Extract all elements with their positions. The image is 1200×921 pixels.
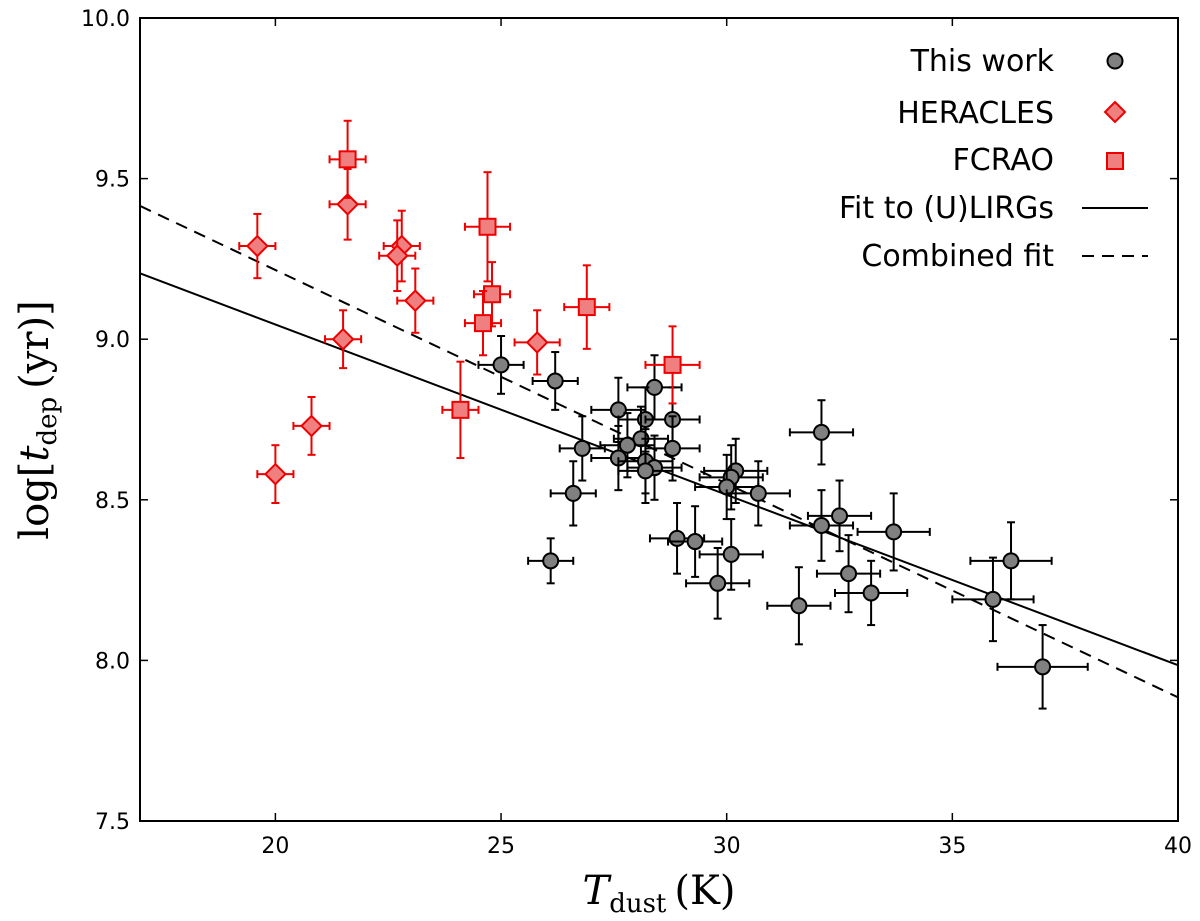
- legend-label-this-work: This work: [910, 44, 1055, 79]
- data-point: [385, 244, 409, 268]
- data-point: [331, 327, 355, 351]
- plot-frame: [139, 17, 1179, 822]
- data-point: [686, 533, 704, 551]
- y-axis-title: log[tdep (yr)]: [12, 300, 63, 539]
- x-tick-label: 40: [1164, 834, 1192, 859]
- data-point: [668, 529, 686, 547]
- data-point: [492, 356, 510, 374]
- data-point: [525, 330, 549, 354]
- data-point: [336, 192, 360, 216]
- x-tick-label: 20: [261, 834, 289, 859]
- legend-label-combined-fit: Combined fit: [861, 239, 1054, 274]
- legend-label-fit-ulirgs: Fit to (U)LIRGs: [839, 191, 1054, 226]
- data-point: [984, 590, 1002, 608]
- legend-label-heracles: HERACLES: [897, 96, 1054, 131]
- x-axis-title-sub: dust: [609, 889, 667, 919]
- data-point: [483, 285, 502, 304]
- data-point: [722, 545, 740, 563]
- data-point: [812, 516, 830, 534]
- data-point: [263, 462, 287, 486]
- data-point: [451, 400, 470, 419]
- legend-label-fcrao: FCRAO: [953, 143, 1054, 178]
- data-point: [546, 372, 564, 390]
- legend-marker-heracles: [1103, 100, 1127, 124]
- fit-lines-layer: [139, 204, 1179, 699]
- data-point: [338, 150, 357, 169]
- y-axis-title-main: t: [12, 445, 58, 462]
- y-tick-label: 8.5: [95, 489, 130, 514]
- data-point: [577, 298, 596, 317]
- data-point: [245, 234, 269, 258]
- x-axis-title: Tdust (K): [583, 868, 736, 919]
- x-tick-label: 30: [713, 834, 741, 859]
- data-point: [749, 484, 767, 502]
- y-axis-title-func: log[: [12, 462, 58, 540]
- data-point: [790, 597, 808, 615]
- data-point: [478, 217, 497, 236]
- y-tick-label: 10.0: [81, 7, 130, 32]
- x-axis-title-main: T: [583, 868, 613, 914]
- series-fcrao: [328, 119, 701, 460]
- data-point: [564, 484, 582, 502]
- y-tick-label: 7.5: [95, 810, 130, 835]
- data-point: [403, 289, 427, 313]
- data-point: [300, 414, 323, 438]
- series-heracles: [238, 167, 561, 505]
- data-point: [862, 584, 880, 602]
- data-points-layer: [238, 119, 1089, 710]
- y-tick-label: 8.0: [95, 649, 130, 674]
- data-point: [542, 552, 560, 570]
- data-point: [885, 523, 903, 541]
- y-axis-title-sub: dep: [33, 397, 63, 446]
- data-point: [636, 462, 654, 480]
- data-point: [473, 314, 492, 333]
- data-point: [831, 507, 849, 525]
- x-axis-title-unit: (K): [674, 868, 735, 914]
- data-point: [573, 439, 591, 457]
- x-tick-label: 25: [487, 834, 515, 859]
- data-point: [618, 436, 636, 454]
- data-point: [1002, 552, 1020, 570]
- data-point: [812, 423, 830, 441]
- axis-ticks-layer: 20 25 30 35 40 7.5 8.0 8.5 9.0 9.5 10.0: [81, 7, 1192, 859]
- legend: This work HERACLES FCRAO Fit to (U)LIRGs…: [839, 44, 1148, 274]
- legend-marker-this-work: [1106, 52, 1124, 70]
- combined-fit-line: [139, 204, 1179, 699]
- data-point: [840, 565, 858, 583]
- data-point: [609, 401, 627, 419]
- data-point: [1034, 658, 1052, 676]
- data-point: [664, 439, 682, 457]
- series-this-work: [477, 334, 1089, 710]
- y-tick-label: 9.0: [95, 328, 130, 353]
- data-point: [709, 574, 727, 592]
- legend-marker-fcrao: [1106, 152, 1124, 170]
- x-tick-label: 35: [938, 834, 966, 859]
- y-tick-label: 9.5: [95, 168, 130, 193]
- data-point: [663, 355, 682, 374]
- y-axis-title-unit: (yr)]: [12, 300, 58, 389]
